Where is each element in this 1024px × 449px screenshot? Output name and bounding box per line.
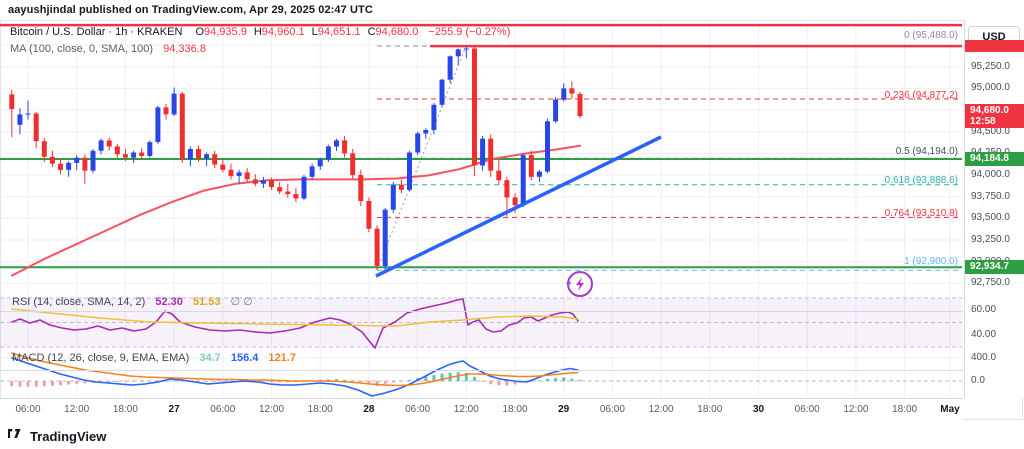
- time-axis-label: 30: [752, 404, 765, 415]
- symbol-title: Bitcoin / U.S. Dollar · 1h · KRAKEN: [10, 26, 183, 38]
- price-axis-label: 94,000.0: [971, 169, 1010, 181]
- price-axis-label: 93,750.0: [971, 190, 1010, 202]
- change-value: −255.9 (−0.27%): [428, 26, 511, 38]
- price-axis[interactable]: 95,250.095,000.094,750.094,500.094,250.0…: [964, 20, 1024, 398]
- ohlc-key: L: [311, 26, 318, 38]
- fib-level-label: 0.236 (94,877.2): [884, 90, 958, 101]
- macd-label: MACD (12, 26, close, 9, EMA, EMA): [12, 352, 190, 364]
- time-axis-label: 12:00: [843, 404, 869, 415]
- ohlc-value: 94,960.1: [261, 26, 305, 38]
- indicator-axis-label: 400.0: [971, 352, 997, 363]
- price-badge: 94,680.0 12:58: [965, 104, 1024, 129]
- ohlc-key: H: [253, 26, 262, 38]
- time-axis-label: 29: [558, 404, 570, 415]
- rsi-label: RSI (14, close, SMA, 14, 2): [12, 296, 146, 308]
- time-axis-label: 18:00: [697, 404, 723, 415]
- time-axis-label: 06:00: [599, 404, 625, 415]
- ohlc-key: O: [195, 26, 205, 38]
- price-axis-label: 92,750.0: [971, 277, 1010, 289]
- footer-brand[interactable]: TradingView: [8, 426, 308, 446]
- time-axis-label: May: [940, 404, 960, 415]
- ma-label: MA (100, close, 0, SMA, 100): [10, 43, 154, 55]
- ma-value: 94,336.8: [163, 43, 206, 55]
- macd-line-value: 156.4: [230, 352, 259, 364]
- price-badge: 94,184.8: [965, 152, 1024, 166]
- ohlc-value: 94,680.0: [375, 26, 419, 38]
- macd-legend[interactable]: MACD (12, 26, close, 9, EMA, EMA) 34.7 1…: [12, 352, 296, 364]
- fib-level-label: 0.618 (93,888.6): [884, 175, 958, 186]
- fib-level-label: 0.764 (93,510.8): [884, 208, 958, 219]
- rsi-extra-values: ∅ ∅: [230, 296, 253, 308]
- tradingview-brand-text: TradingView: [30, 428, 107, 444]
- time-axis-label: 06:00: [210, 404, 236, 415]
- time-axis-label: 06:00: [794, 404, 820, 415]
- time-axis-label: 12:00: [453, 404, 479, 415]
- time-axis-label: 06:00: [15, 404, 41, 415]
- time-axis-label: 18:00: [307, 404, 333, 415]
- symbol-legend[interactable]: Bitcoin / U.S. Dollar · 1h · KRAKEN O94,…: [10, 26, 510, 38]
- fib-level-label: 1 (92,900.0): [904, 256, 958, 267]
- fib-level-label: 0.5 (94,194.0): [895, 146, 958, 157]
- macd-hist-value: 34.7: [199, 352, 221, 364]
- time-axis-label: 12:00: [258, 404, 285, 415]
- time-axis-label: 18:00: [892, 404, 918, 415]
- rsi-signal-value: 51.53: [192, 296, 221, 308]
- price-badge: [965, 39, 1024, 52]
- pane-separator-macd[interactable]: [0, 370, 963, 371]
- rsi-value: 52.30: [155, 296, 183, 308]
- price-badge: 92,934.7: [965, 260, 1024, 275]
- ohlc-values: O94,935.9 H94,960.1 L94,651.1 C94,680.0: [195, 26, 425, 38]
- price-axis-label: 94,500.0: [971, 125, 1010, 137]
- time-axis-label: 28: [363, 404, 375, 415]
- ohlc-value: 94,651.1: [317, 26, 361, 38]
- time-axis-label: 18:00: [112, 404, 138, 415]
- flash-boost-icon[interactable]: [566, 271, 593, 297]
- price-axis-label: 93,500.0: [971, 212, 1010, 224]
- price-axis-label: 95,000.0: [971, 82, 1010, 94]
- tradingview-logo-icon: [8, 428, 21, 438]
- ohlc-key: C: [367, 26, 376, 38]
- rsi-legend[interactable]: RSI (14, close, SMA, 14, 2) 52.30 51.53 …: [12, 295, 253, 308]
- price-axis-label: 93,250.0: [971, 234, 1010, 245]
- time-axis-label: 27: [168, 404, 180, 415]
- ohlc-value: 94,935.9: [204, 26, 247, 38]
- time-axis-label: 12:00: [64, 404, 90, 415]
- price-axis-label: 95,250.0: [971, 60, 1010, 72]
- ma-legend[interactable]: MA (100, close, 0, SMA, 100) 94,336.8: [10, 43, 206, 55]
- fib-level-label: 0 (95,488.0): [904, 30, 958, 41]
- time-axis-label: 18:00: [502, 404, 528, 415]
- attribution-text: aayushjindal published on TradingView.co…: [8, 4, 373, 16]
- indicator-axis-label: 60.00: [971, 304, 997, 315]
- chart-canvas[interactable]: [0, 20, 1024, 420]
- time-axis-label: 06:00: [405, 404, 431, 415]
- time-axis-label: 12:00: [648, 404, 674, 415]
- time-axis[interactable]: 06:00 12:00 18:00 27 06:00 12:00 18:00 28 06:00 1…: [0, 398, 963, 421]
- chart-frame: [0, 20, 1023, 420]
- pane-separator-rsi[interactable]: [0, 311, 963, 312]
- indicator-axis-label: 40.00: [971, 329, 997, 340]
- indicator-axis-label: 0.0: [971, 375, 985, 386]
- macd-signal-value: 121.7: [268, 352, 296, 364]
